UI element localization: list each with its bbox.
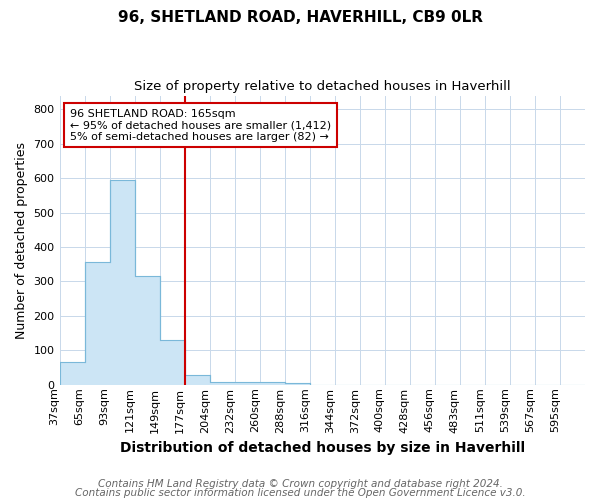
Text: 96, SHETLAND ROAD, HAVERHILL, CB9 0LR: 96, SHETLAND ROAD, HAVERHILL, CB9 0LR (118, 10, 482, 25)
Text: Contains public sector information licensed under the Open Government Licence v3: Contains public sector information licen… (74, 488, 526, 498)
X-axis label: Distribution of detached houses by size in Haverhill: Distribution of detached houses by size … (120, 441, 525, 455)
Text: 96 SHETLAND ROAD: 165sqm
← 95% of detached houses are smaller (1,412)
5% of semi: 96 SHETLAND ROAD: 165sqm ← 95% of detach… (70, 108, 331, 142)
Y-axis label: Number of detached properties: Number of detached properties (15, 142, 28, 338)
Text: Contains HM Land Registry data © Crown copyright and database right 2024.: Contains HM Land Registry data © Crown c… (98, 479, 502, 489)
Title: Size of property relative to detached houses in Haverhill: Size of property relative to detached ho… (134, 80, 511, 93)
